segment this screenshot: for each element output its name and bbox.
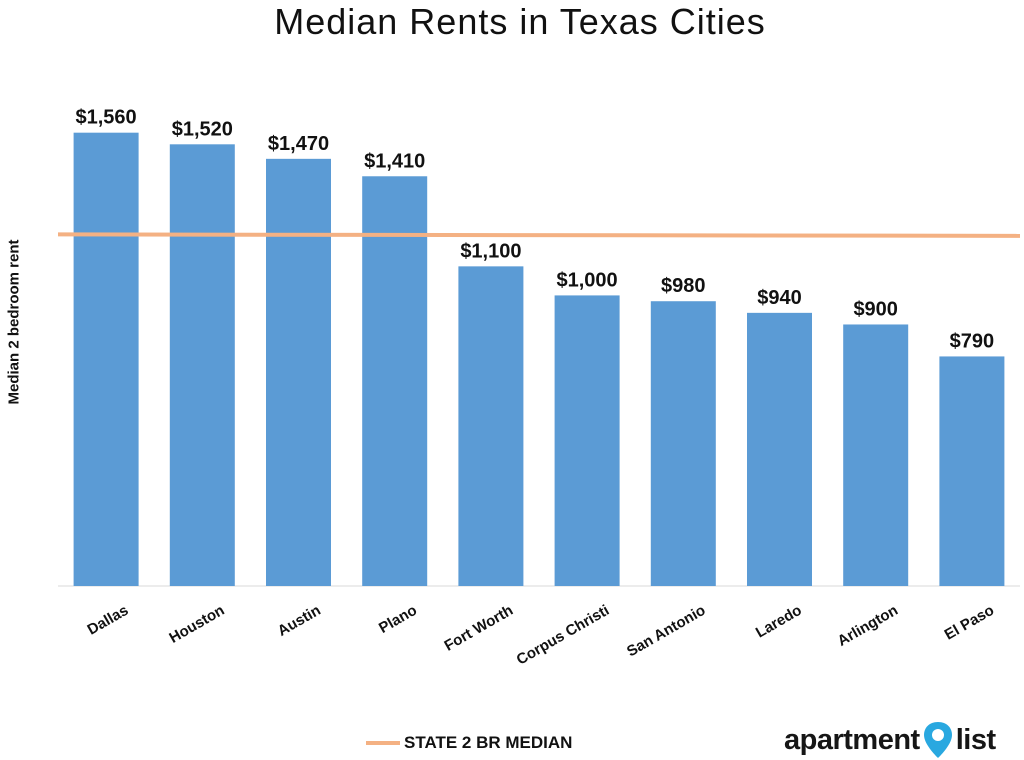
data-label: $940: [757, 287, 802, 309]
data-label: $1,560: [76, 107, 137, 129]
x-tick-label: El Paso: [942, 602, 997, 644]
data-label: $1,470: [268, 133, 329, 155]
bar-plano: [362, 176, 428, 587]
data-label: $1,100: [460, 240, 521, 262]
data-label: $980: [661, 275, 706, 297]
bar-corpus-christi: [554, 295, 620, 586]
x-tick-label: Plano: [376, 602, 420, 637]
bar-houston: [169, 144, 235, 586]
brand-word-apartment: apartment: [784, 723, 920, 756]
chart-title: Median Rents in Texas Cities: [274, 1, 766, 42]
legend: STATE 2 BR MEDIAN: [366, 731, 572, 755]
x-tick-label: Houston: [166, 602, 227, 647]
data-label: $900: [853, 298, 898, 320]
bar-austin: [266, 158, 331, 586]
data-label: $1,410: [364, 150, 425, 172]
location-pin-icon: [923, 722, 952, 758]
data-label: $1,520: [172, 118, 233, 140]
bar-el-paso: [939, 356, 1005, 586]
bar-fort-worth: [458, 266, 524, 586]
brand-logo: apartment list: [784, 720, 996, 760]
state-median-line: [57, 232, 1021, 238]
x-tick-label: Fort Worth: [441, 602, 516, 655]
bar-laredo: [747, 312, 812, 586]
x-tick-label: Corpus Christi: [514, 602, 613, 669]
x-tick-label: Austin: [275, 602, 324, 640]
x-tick-label: San Antonio: [624, 602, 709, 661]
x-tick-label: Arlington: [835, 602, 901, 650]
x-tick-label: Laredo: [753, 602, 805, 642]
legend-swatch: [366, 741, 400, 745]
legend-label: STATE 2 BR MEDIAN: [404, 733, 573, 752]
data-label: $790: [950, 330, 995, 352]
brand-word-list: list: [955, 723, 996, 756]
data-label: $1,000: [557, 269, 618, 291]
x-tick-label: Dallas: [85, 602, 132, 639]
bar-dallas: [73, 132, 139, 586]
bar-san-antonio: [650, 301, 716, 586]
bar-arlington: [843, 324, 909, 586]
